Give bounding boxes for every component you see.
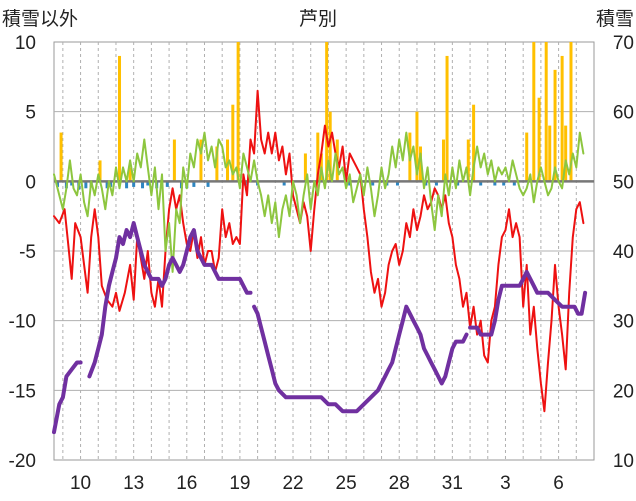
left-tick-labels: 10 5 0 -5 -10 -15 -20: [9, 33, 36, 472]
left-tick-label: -20: [9, 451, 36, 472]
right-tick-label: 30: [613, 312, 634, 333]
precip-bar: [466, 139, 470, 182]
x-tick-labels: 10 13 16 19 22 25 28 31 3 6: [70, 473, 564, 494]
series-line-snow: [52, 221, 588, 435]
precip-bar: [525, 132, 529, 182]
precip-bar: [172, 139, 176, 182]
x-tick-label: 3: [500, 473, 511, 494]
precip-bar: [231, 104, 235, 182]
series-line-wind: [53, 131, 585, 273]
precip-bar: [434, 181, 438, 186]
precip-bar: [192, 181, 196, 187]
x-tick-label: 10: [70, 473, 91, 494]
precip-bar: [109, 181, 113, 187]
precip-bar: [236, 42, 240, 182]
precip-bar: [348, 181, 352, 186]
precip-bar: [128, 167, 132, 182]
precip-bar: [418, 146, 422, 182]
series-line-temperature: [53, 89, 585, 413]
precip-bar: [371, 181, 375, 186]
precip-bar: [532, 42, 536, 182]
precip-bar: [141, 181, 145, 189]
precip-bar: [125, 181, 129, 189]
x-tick-label: 13: [123, 473, 144, 494]
precip-bar: [165, 181, 169, 187]
x-tick-label: 31: [442, 473, 463, 494]
right-tick-label: 10: [613, 451, 634, 472]
precip-bar: [479, 181, 483, 186]
x-tick-label: 22: [282, 473, 303, 494]
left-tick-label: -15: [9, 381, 36, 402]
precip-bar: [415, 111, 419, 182]
precip-bar: [328, 111, 332, 182]
x-tick-label: 19: [229, 473, 250, 494]
right-tick-label: 50: [613, 172, 634, 193]
x-tick-label: 16: [176, 473, 197, 494]
precip-bar: [560, 55, 564, 182]
left-axis-label: 積雪以外: [2, 8, 78, 30]
x-tick-label: 6: [553, 473, 564, 494]
right-tick-label: 60: [613, 103, 634, 124]
precip-bar: [512, 181, 516, 186]
precip-bar: [206, 181, 210, 187]
precip-bar: [553, 69, 557, 182]
precip-bar: [493, 181, 497, 186]
precip-bar: [445, 55, 449, 182]
precip-bar: [472, 104, 476, 182]
right-tick-label: 40: [613, 242, 634, 263]
precip-bar: [303, 153, 307, 182]
precip-bar: [226, 139, 230, 182]
precip-bar: [316, 132, 320, 182]
precip-bar: [59, 132, 63, 182]
precip-bar: [569, 42, 573, 182]
precip-bar: [146, 181, 150, 186]
right-tick-label: 70: [613, 33, 634, 54]
precip-bar: [70, 181, 74, 186]
precip-bar: [105, 181, 109, 189]
precip-bar: [564, 125, 568, 182]
precip-bar: [56, 181, 60, 187]
precip-bar: [325, 42, 329, 182]
chart-title: 芦別: [299, 8, 337, 30]
left-tick-label: 0: [25, 172, 36, 193]
precip-bar: [502, 181, 506, 186]
left-tick-label: 5: [25, 103, 36, 124]
left-tick-label: -5: [19, 242, 36, 263]
precip-bar: [282, 181, 286, 186]
precip-bar: [84, 181, 88, 189]
precip-bar: [395, 181, 399, 186]
precip-bar: [442, 139, 446, 182]
precip-bar: [215, 146, 219, 182]
left-tick-label: 10: [15, 33, 36, 54]
left-tick-label: -10: [9, 312, 36, 333]
x-tick-label: 28: [389, 473, 410, 494]
right-tick-labels: 70 60 50 40 30 20 10: [613, 33, 634, 472]
precip-bar: [548, 125, 552, 182]
precip-bar: [132, 181, 136, 187]
precip-bar: [118, 55, 122, 182]
right-axis-label: 積雪: [596, 8, 634, 30]
series-lines: [52, 89, 588, 435]
x-tick-label: 25: [336, 473, 357, 494]
precip-bar: [537, 97, 541, 182]
precip-bar: [544, 42, 548, 182]
right-tick-label: 20: [613, 381, 634, 402]
precip-bar: [199, 139, 203, 182]
precip-bar: [98, 160, 102, 182]
precip-bar: [456, 181, 460, 186]
